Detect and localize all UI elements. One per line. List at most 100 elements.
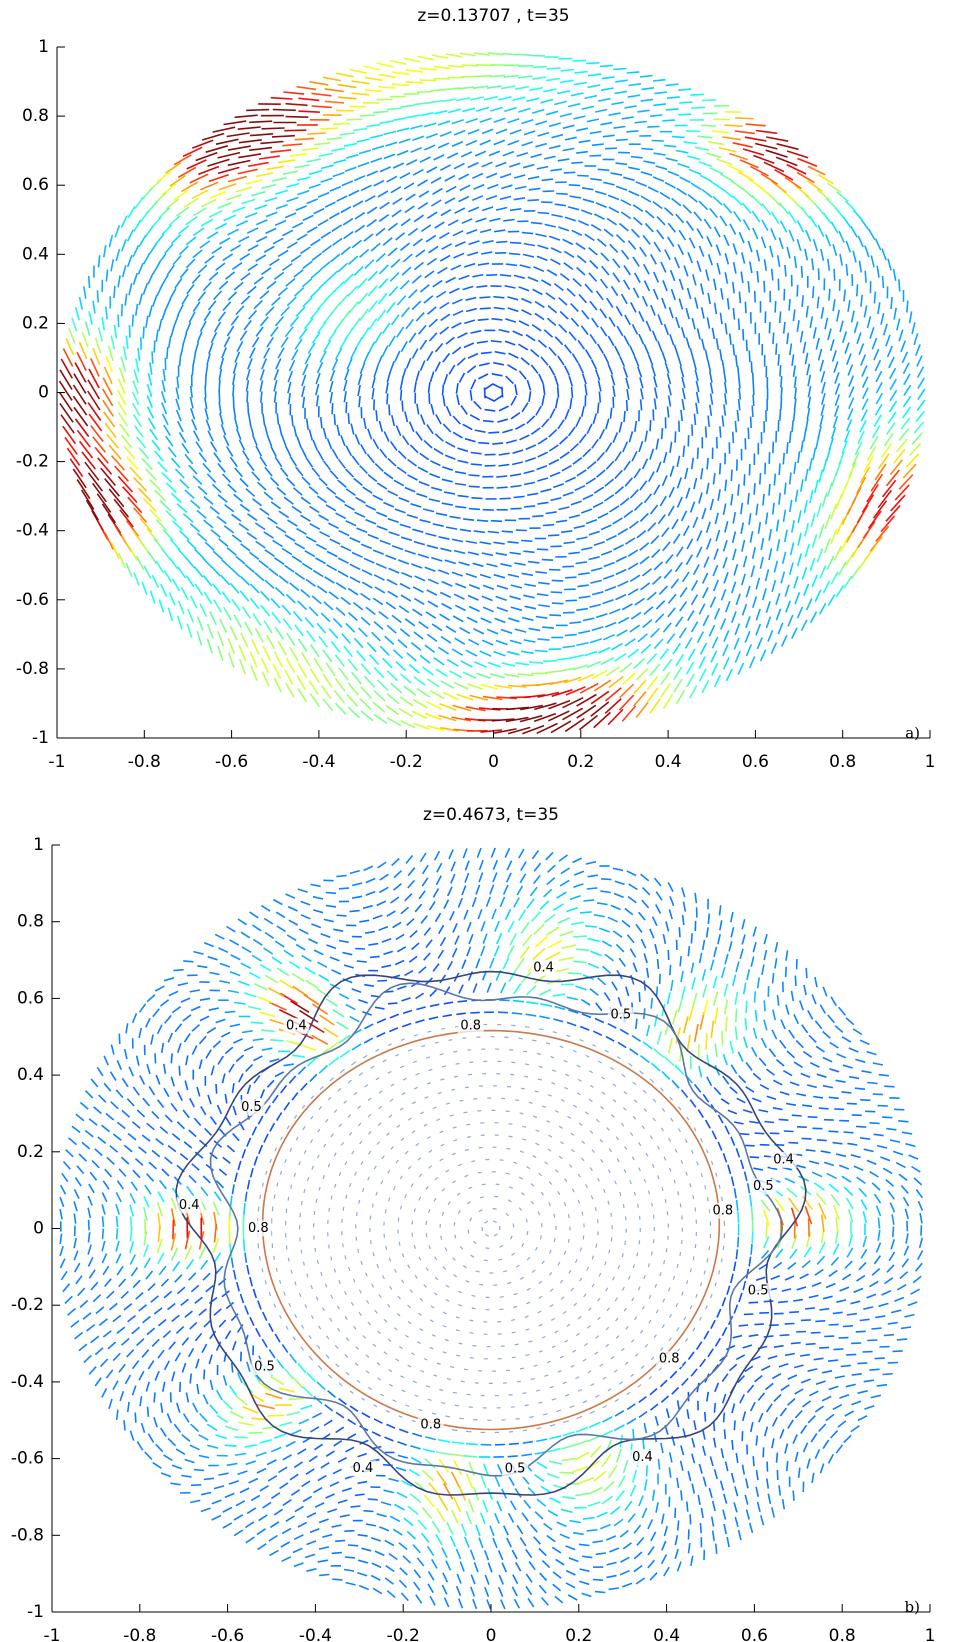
vector (633, 355, 640, 367)
vector (441, 243, 452, 250)
vector (470, 463, 482, 466)
vector (454, 207, 466, 214)
vector (344, 327, 354, 340)
vector (527, 199, 539, 202)
vector (716, 158, 733, 166)
vector (379, 448, 388, 459)
vector (246, 391, 249, 403)
vector (589, 333, 597, 345)
vector (165, 435, 174, 447)
vector (492, 1220, 497, 1224)
vector (231, 1184, 235, 1195)
vector (141, 581, 148, 595)
vector (351, 551, 363, 558)
vector (445, 336, 455, 345)
vector (148, 243, 158, 255)
vector (494, 1476, 501, 1488)
vector (602, 599, 614, 605)
vector (301, 652, 311, 667)
vector (477, 1171, 482, 1174)
vector (378, 264, 389, 275)
vector (731, 581, 737, 594)
vector (595, 1394, 600, 1398)
vector (361, 327, 370, 340)
vector (565, 1073, 570, 1077)
vector (674, 561, 683, 573)
vector (549, 1435, 562, 1440)
vector (522, 1138, 527, 1141)
vector (771, 579, 777, 593)
vector (316, 622, 327, 634)
vector (134, 303, 139, 316)
vector (724, 382, 728, 394)
vector (688, 237, 696, 249)
vector (589, 603, 602, 608)
vector (722, 203, 733, 214)
vector (481, 128, 494, 135)
vector (664, 1020, 671, 1035)
vector (179, 1152, 189, 1161)
vector (339, 337, 348, 350)
vector (466, 1393, 471, 1396)
vector (487, 661, 502, 668)
vector (151, 216, 162, 229)
vector (454, 935, 460, 945)
vector (584, 349, 592, 360)
vector (322, 76, 342, 82)
vector (653, 398, 657, 410)
vector (142, 282, 149, 295)
vector (479, 139, 492, 146)
vector (480, 351, 492, 355)
vector (286, 477, 296, 487)
vector (255, 1451, 267, 1457)
vector (886, 345, 894, 358)
vector (833, 361, 839, 373)
vector (263, 531, 274, 539)
vector (386, 371, 392, 383)
vector (312, 1003, 329, 1015)
vector (120, 215, 128, 228)
vector (794, 489, 799, 503)
vector (579, 682, 599, 694)
vector (608, 206, 620, 214)
vector (354, 337, 363, 350)
vector (160, 391, 167, 404)
vector (468, 583, 481, 590)
vector (686, 673, 695, 688)
vector (619, 683, 635, 699)
vector (744, 1365, 754, 1373)
vector (223, 214, 237, 222)
vector (850, 225, 858, 238)
vector (324, 100, 345, 104)
vector (458, 195, 470, 203)
vector (147, 272, 154, 285)
vector (654, 613, 665, 624)
vector (275, 525, 287, 534)
vector (364, 1084, 369, 1088)
vector (850, 310, 855, 323)
vector (828, 288, 831, 301)
vector (614, 90, 628, 95)
vector (508, 617, 520, 623)
vector (706, 1258, 709, 1263)
vector (809, 215, 818, 228)
vector (142, 252, 151, 265)
vector (736, 365, 740, 378)
vector (373, 620, 384, 631)
vector (693, 477, 698, 490)
vector (256, 1403, 275, 1410)
vector (286, 1040, 302, 1046)
vector (149, 508, 162, 522)
vector (186, 623, 193, 638)
vector (349, 537, 361, 543)
vector (367, 285, 378, 297)
vector (208, 271, 219, 281)
vector (170, 234, 182, 245)
vector (304, 1304, 308, 1309)
vector (575, 1451, 590, 1461)
vector (489, 217, 501, 222)
vector (407, 1165, 412, 1170)
vector (833, 405, 840, 417)
vector (702, 1445, 707, 1456)
vector (203, 310, 212, 322)
